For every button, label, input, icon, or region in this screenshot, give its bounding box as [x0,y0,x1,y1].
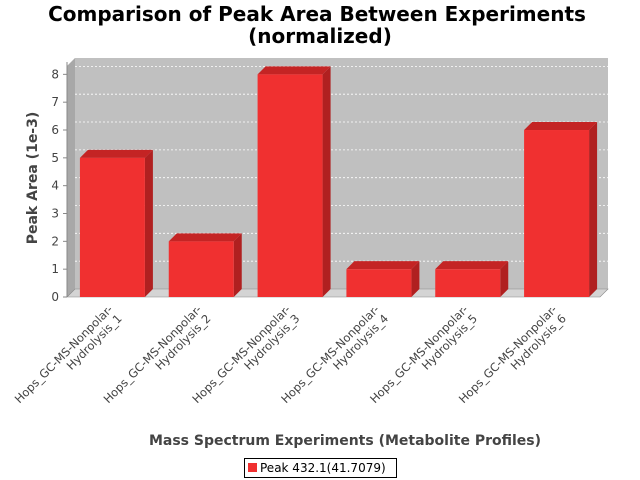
y-tick-label: 4 [51,179,59,193]
bar-6 [524,122,598,297]
bar-side [411,261,420,297]
bar-front [257,74,323,297]
bar-top [168,233,242,242]
bar-top [346,261,420,270]
y-axis-label: Peak Area (1e-3) [25,112,41,245]
bar-3 [257,66,331,297]
chart-title-line-1: Comparison of Peak Area Between Experime… [48,2,586,26]
bar-side [500,261,509,297]
bar-4 [346,261,420,297]
bar-front [435,269,501,297]
y-tick-label: 8 [51,67,59,81]
legend-swatch [248,463,257,472]
bar-top [79,149,153,158]
bar-top [435,261,509,270]
bar-5 [435,261,509,297]
x-axis: Hops_GC-MS-Nonpolar-Hydrolysis_1Hops_GC-… [12,302,569,406]
legend-label: Peak 432.1(41.7079) [260,461,386,475]
bars [79,66,598,297]
bar-2 [168,233,242,297]
chart-title-line-2: (normalized) [248,24,392,48]
legend-box [244,458,397,478]
bar-side [144,149,153,297]
bar-1 [79,149,153,297]
bar-front [79,157,145,297]
plot-area-wall [75,58,608,289]
bar-top [524,122,598,131]
plot-area-left-side [67,58,75,297]
grid-lines [75,65,608,262]
bar-front [524,130,590,297]
bar-side [589,122,598,297]
y-tick-label: 6 [51,123,59,137]
bar-front [346,269,412,297]
y-tick-label: 0 [51,290,59,304]
bar-side [233,233,242,297]
y-tick-label: 1 [51,262,59,276]
x-tick-label-line-1: Hops_GC-MS-Nonpolar- [12,302,116,406]
x-axis-label: Mass Spectrum Experiments (Metabolite Pr… [149,433,541,449]
bar-front [168,241,234,297]
y-tick-label: 7 [51,95,59,109]
y-axis: 0 1 2 3 4 5 6 7 8 [51,62,68,304]
y-tick-label: 2 [51,234,59,248]
y-tick-label: 3 [51,207,59,221]
bar-side [322,66,331,297]
y-tick-label: 5 [51,151,59,165]
legend: Peak 432.1(41.7079) [244,458,397,478]
bar-top [257,66,331,75]
